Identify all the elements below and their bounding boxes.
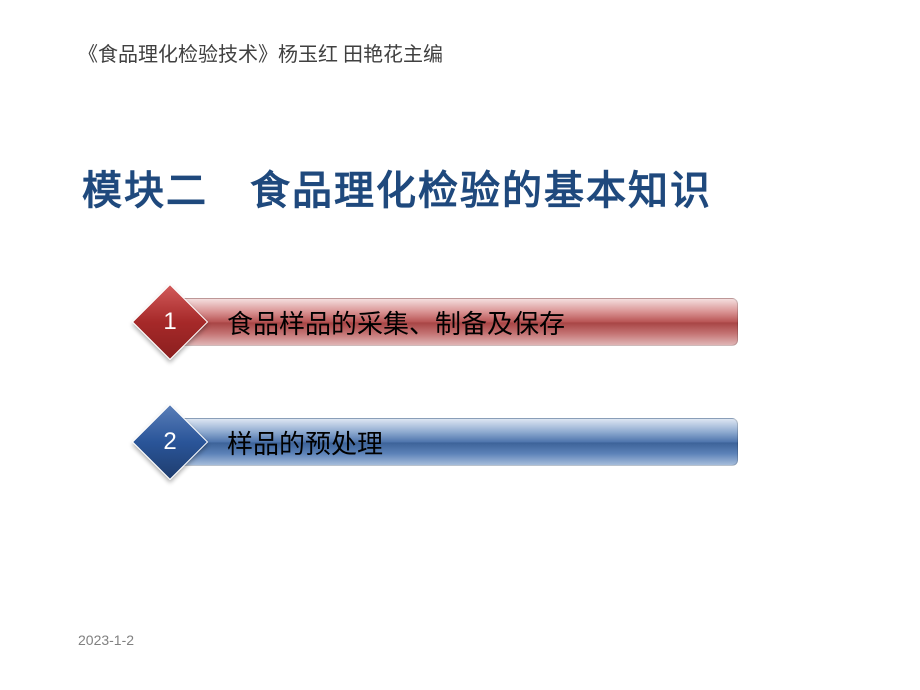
diamond-marker-1: 1 <box>132 284 208 360</box>
agenda-bar-1: 食品样品的采集、制备及保存 <box>178 298 738 346</box>
diamond-marker-2: 2 <box>132 404 208 480</box>
slide-date: 2023-1-2 <box>78 632 134 648</box>
agenda-bar-2: 样品的预处理 <box>178 418 738 466</box>
module-title: 模块二 食品理化检验的基本知识 <box>82 158 712 216</box>
item-number-1: 1 <box>163 308 176 336</box>
agenda-label-1: 食品样品的采集、制备及保存 <box>227 304 565 341</box>
agenda-label-2: 样品的预处理 <box>227 424 383 461</box>
agenda-item-2: 2 样品的预处理 <box>140 410 750 474</box>
book-header: 《食品理化检验技术》杨玉红 田艳花主编 <box>78 38 443 67</box>
item-number-2: 2 <box>163 428 176 456</box>
agenda-item-1: 1 食品样品的采集、制备及保存 <box>140 290 750 354</box>
